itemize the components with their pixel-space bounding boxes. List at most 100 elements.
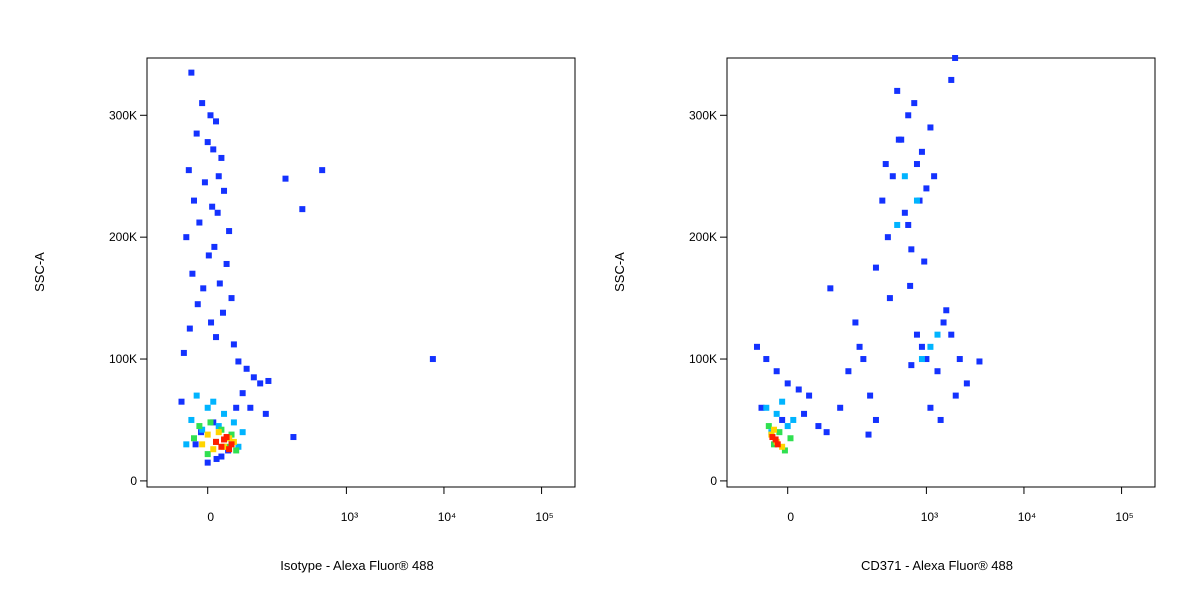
point (937, 416, 944, 423)
y-tick-label: 0 (710, 474, 717, 488)
point (185, 167, 192, 174)
point (190, 435, 197, 442)
point (199, 441, 206, 448)
point (204, 451, 211, 458)
point (265, 377, 272, 384)
y-tick-label: 200K (689, 230, 717, 244)
y-tick-label: 0 (130, 474, 137, 488)
point (200, 285, 207, 292)
point (210, 398, 217, 405)
point (223, 434, 230, 441)
point (204, 431, 211, 438)
y-tick-label: 300K (689, 108, 717, 122)
point (895, 136, 902, 143)
point (940, 319, 947, 326)
point (779, 398, 786, 405)
point (262, 410, 269, 417)
point (784, 423, 791, 430)
point (211, 243, 218, 250)
point (210, 446, 217, 453)
point (192, 441, 199, 448)
point (918, 148, 925, 155)
point (879, 197, 886, 204)
y-tick-label: 100K (689, 352, 717, 366)
point (204, 404, 211, 411)
point (773, 368, 780, 375)
point (867, 392, 874, 399)
x-tick-label: 0 (207, 510, 214, 524)
point (894, 221, 901, 228)
point (845, 368, 852, 375)
point (905, 112, 912, 119)
point (218, 154, 225, 161)
panel: 0 100K 200K 300K 0 10³ 10⁴ 10⁵ CD371 - Alexa Flu… (612, 55, 1156, 573)
point (913, 197, 920, 204)
point (282, 175, 289, 182)
point (827, 285, 834, 292)
point (927, 124, 934, 131)
x-tick-label: 10³ (341, 510, 358, 524)
panel: 0 100K 200K 300K 0 10³ 10⁴ 10⁵ Isotype - Alexa F… (32, 57, 576, 573)
point (226, 228, 233, 235)
point (806, 392, 813, 399)
point (235, 443, 242, 450)
point (208, 319, 215, 326)
point (299, 206, 306, 213)
x-axis-title: Isotype - Alexa Fluor® 488 (280, 558, 433, 573)
point (952, 392, 959, 399)
point (194, 301, 201, 308)
point (250, 374, 257, 381)
point (319, 167, 326, 174)
x-tick-label: 10³ (921, 510, 938, 524)
point (429, 356, 436, 363)
point (214, 209, 221, 216)
point (213, 438, 220, 445)
point (228, 295, 235, 302)
y-axis-title: SSC-A (32, 252, 47, 292)
point (770, 426, 777, 433)
point (233, 447, 240, 454)
point (781, 447, 788, 454)
point (204, 459, 211, 466)
point (205, 252, 212, 259)
point (776, 429, 783, 436)
plot-frame (146, 57, 576, 488)
point (763, 404, 770, 411)
point (230, 341, 237, 348)
point (901, 173, 908, 180)
y-axis-title: SSC-A (612, 252, 627, 292)
point (948, 331, 955, 338)
point (913, 331, 920, 338)
point (884, 234, 891, 241)
point (774, 441, 781, 448)
point (918, 343, 925, 350)
point (779, 443, 786, 450)
point (790, 416, 797, 423)
point (235, 358, 242, 365)
point (213, 334, 220, 341)
point (189, 270, 196, 277)
x-tick-label: 10⁵ (535, 510, 553, 524)
point (193, 392, 200, 399)
point (199, 426, 206, 433)
point (209, 203, 216, 210)
point (188, 416, 195, 423)
point (943, 307, 950, 314)
y-tick-label: 200K (109, 230, 137, 244)
point (787, 435, 794, 442)
point (247, 404, 254, 411)
point (921, 258, 928, 265)
point (894, 87, 901, 94)
point (882, 161, 889, 168)
point (196, 219, 203, 226)
point (753, 343, 760, 350)
point (213, 118, 220, 125)
point (210, 146, 217, 153)
point (908, 362, 915, 369)
x-tick-label: 10⁴ (1018, 510, 1037, 524)
x-tick-label: 10⁴ (438, 510, 457, 524)
point (773, 410, 780, 417)
point (815, 423, 822, 430)
point (257, 380, 264, 387)
plot-frame (726, 57, 1156, 488)
